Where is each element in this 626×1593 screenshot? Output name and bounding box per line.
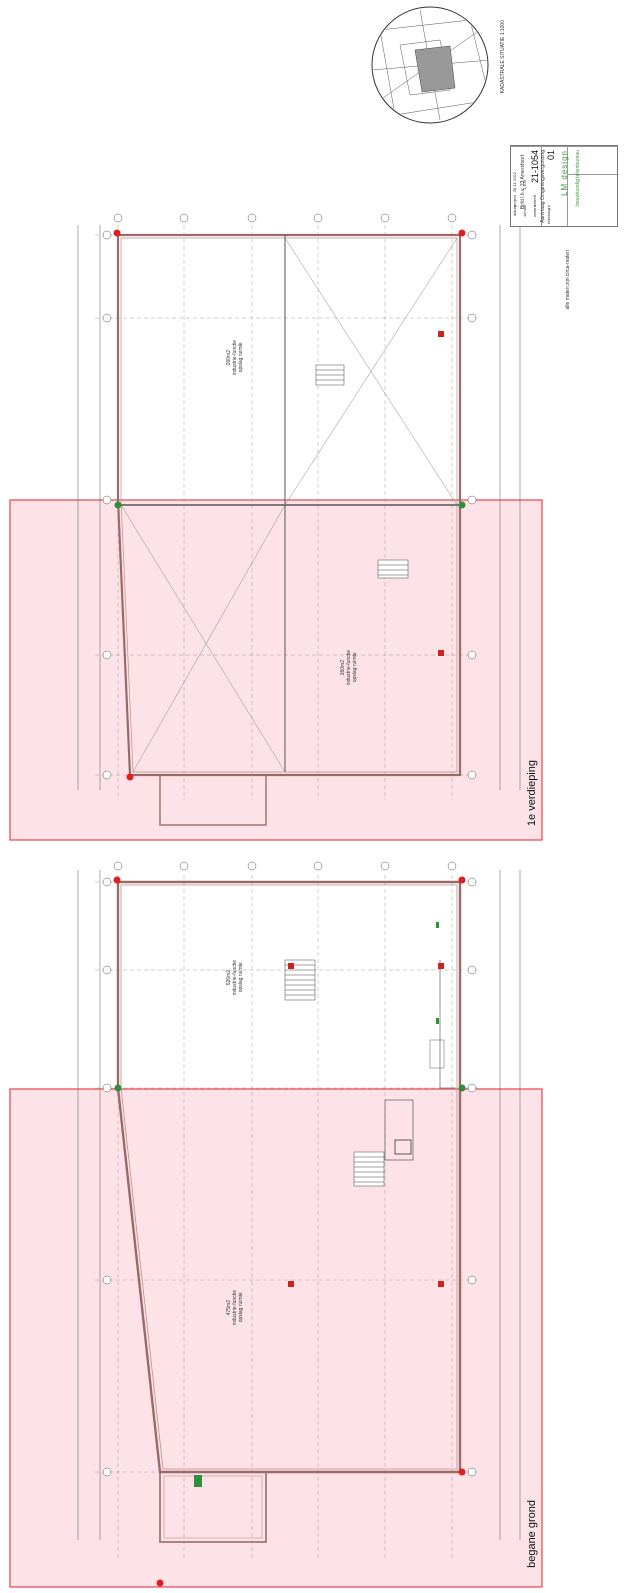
ground-floor-plan bbox=[77, 861, 521, 1587]
room-use: opslag ruimte bbox=[238, 962, 244, 993]
ground-floor-highlight-zone bbox=[9, 1088, 543, 1588]
title-block bbox=[510, 145, 618, 227]
room-label-gf-left: 475m2 industrie-functie opslag ruimte bbox=[226, 1290, 244, 1325]
date-value: 28-11-2022 bbox=[512, 172, 517, 193]
measurement-note: alle maten zijn circa-maten bbox=[565, 250, 571, 310]
room-label-ff-right: 260m2 industrie-functie opslag ruimte bbox=[226, 340, 244, 375]
number-caption: werknr bbox=[532, 205, 537, 218]
sheet-number: 01 bbox=[546, 150, 556, 161]
first-floor-plan bbox=[77, 213, 521, 826]
cadastral-label: KADASTRALE SITUATIE 1:1000 bbox=[500, 20, 506, 94]
room-use: opslag ruimte bbox=[352, 652, 358, 683]
scale-caption: schaal bbox=[522, 205, 527, 217]
logo-text: LM design bbox=[560, 150, 569, 196]
project-number: 21-1054 bbox=[530, 150, 540, 184]
first-floor-highlight-zone bbox=[9, 499, 543, 841]
room-use: opslag ruimte bbox=[238, 1292, 244, 1323]
logo-subtitle: bouwkundig tekenbureau bbox=[575, 150, 581, 206]
room-label-ff-left: 260m2 industrie-functie opslag ruimte bbox=[340, 650, 358, 685]
room-use: opslag ruimte bbox=[238, 342, 244, 373]
ground-floor-label: begane grond bbox=[526, 1500, 538, 1568]
date-caption: datum bbox=[512, 205, 517, 217]
cadastral-map bbox=[371, 6, 489, 124]
first-floor-label: 1e verdieping bbox=[526, 760, 538, 827]
scale-value: 1:100 bbox=[522, 180, 527, 191]
room-label-gf-right: 526m2 industrie-functie opslag ruimte bbox=[226, 960, 244, 995]
sheet-caption: tekeningnr bbox=[546, 205, 551, 224]
